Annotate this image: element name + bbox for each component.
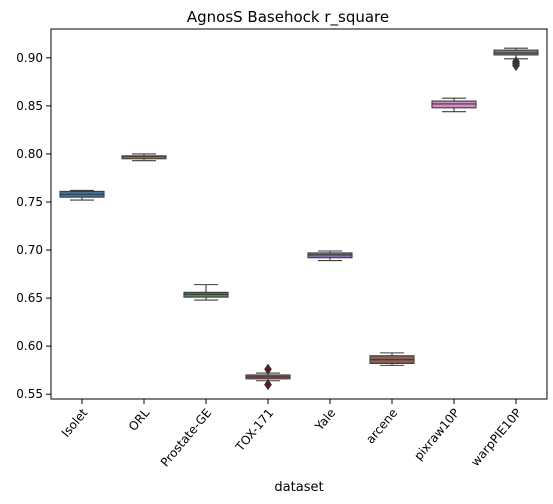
chart-title: AgnosS Basehock r_square [187, 8, 389, 27]
box-pixraw10p [431, 97, 477, 113]
y-tick-label: 0.90 [16, 51, 43, 65]
box-isolet [59, 189, 105, 201]
box-tox-171 [245, 363, 291, 391]
y-tick-label: 0.65 [16, 291, 43, 305]
y-tick-label: 0.70 [16, 243, 43, 257]
y-tick-label: 0.60 [16, 339, 43, 353]
x-axis-label: dataset [274, 480, 323, 495]
outlier-point [264, 379, 272, 391]
plot-frame [50, 28, 548, 400]
box-yale [307, 250, 353, 262]
outlier-point [512, 59, 520, 72]
box-orl [121, 153, 167, 162]
box-warppie10p [493, 47, 539, 72]
outlier-point [264, 363, 272, 375]
y-axis: 0.55 0.60 0.65 0.70 0.75 0.80 0.85 0.90 [16, 51, 51, 401]
y-tick-label: 0.75 [16, 195, 43, 209]
y-tick-label: 0.85 [16, 99, 43, 113]
box-arcene [369, 352, 415, 366]
y-tick-label: 0.80 [16, 147, 43, 161]
box-prostate-ge [183, 284, 229, 301]
y-tick-label: 0.55 [16, 387, 43, 401]
chart-marks [59, 47, 539, 391]
